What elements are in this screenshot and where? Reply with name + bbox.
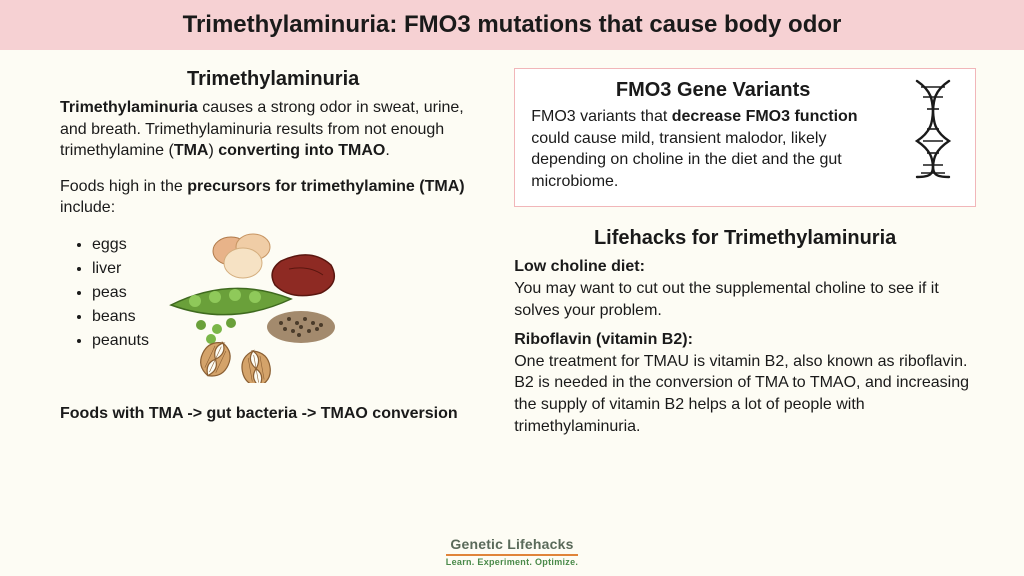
- text: include:: [60, 199, 115, 216]
- dna-helix-icon: [905, 79, 961, 184]
- intro-paragraph: Trimethylaminuria causes a strong odor i…: [60, 97, 486, 162]
- gene-variant-title: FMO3 Gene Variants: [531, 79, 895, 102]
- bold-term: precursors for trimethylamine (TMA): [187, 178, 464, 195]
- bold-term: decrease FMO3 function: [672, 108, 858, 125]
- page-title: Trimethylaminuria: FMO3 mutations that c…: [183, 11, 842, 39]
- list-item: beans: [92, 305, 149, 329]
- title-banner: Trimethylaminuria: FMO3 mutations that c…: [0, 0, 1024, 50]
- list-item: eggs: [92, 233, 149, 257]
- bold-term: Trimethylaminuria: [60, 99, 198, 116]
- content-area: Trimethylaminuria Trimethylaminuria caus…: [0, 50, 1024, 445]
- text: Foods high in the: [60, 178, 187, 195]
- text: ): [208, 142, 218, 159]
- bold-term: converting into TMAO: [218, 142, 385, 159]
- list-item: peanuts: [92, 329, 149, 353]
- gene-variant-text: FMO3 Gene Variants FMO3 variants that de…: [531, 79, 895, 192]
- bold-term: TMA: [174, 142, 209, 159]
- text: FMO3 variants that: [531, 108, 672, 125]
- foods-list: eggs liver peas beans peanuts: [60, 233, 149, 353]
- gene-variant-paragraph: FMO3 variants that decrease FMO3 functio…: [531, 106, 895, 192]
- foods-intro: Foods high in the precursors for trimeth…: [60, 176, 486, 219]
- conversion-line: Foods with TMA -> gut bacteria -> TMAO c…: [60, 405, 486, 423]
- lifehack-subtitle: Low choline diet:: [514, 256, 976, 278]
- list-item: liver: [92, 257, 149, 281]
- lifehacks-title: Lifehacks for Trimethylaminuria: [514, 227, 976, 250]
- foods-illustration: [161, 233, 351, 383]
- text: could cause mild, transient malodor, lik…: [531, 130, 841, 190]
- left-section-title: Trimethylaminuria: [60, 68, 486, 91]
- lifehack-subtitle: Riboflavin (vitamin B2):: [514, 329, 976, 351]
- foods-row: eggs liver peas beans peanuts: [60, 233, 486, 383]
- text: .: [385, 142, 389, 159]
- gene-variant-box: FMO3 Gene Variants FMO3 variants that de…: [514, 68, 976, 207]
- footer-brand: Genetic Lifehacks: [0, 536, 1024, 552]
- footer-tagline: Learn. Experiment. Optimize.: [446, 554, 578, 567]
- lifehack-body: You may want to cut out the supplemental…: [514, 278, 976, 321]
- left-column: Trimethylaminuria Trimethylaminuria caus…: [60, 68, 486, 445]
- list-item: peas: [92, 281, 149, 305]
- footer: Genetic Lifehacks Learn. Experiment. Opt…: [0, 536, 1024, 570]
- lifehack-body: One treatment for TMAU is vitamin B2, al…: [514, 351, 976, 437]
- right-column: FMO3 Gene Variants FMO3 variants that de…: [514, 68, 976, 445]
